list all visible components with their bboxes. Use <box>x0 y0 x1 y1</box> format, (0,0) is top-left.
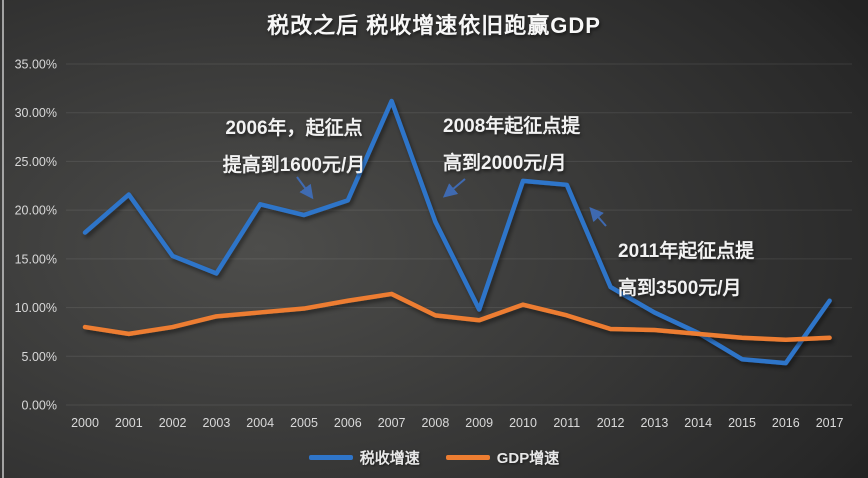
y-axis-label: 25.00% <box>15 155 57 169</box>
y-axis-label: 5.00% <box>22 350 57 364</box>
annotation-2006-line1: 2006年，起征点 <box>225 118 363 139</box>
x-axis-label: 2011 <box>553 416 580 430</box>
x-axis-label: 2005 <box>290 416 318 430</box>
gdp-growth-line <box>82 291 832 342</box>
y-axis-label: 35.00% <box>15 58 57 72</box>
y-axis-label: 10.00% <box>15 301 57 315</box>
y-axis-label: 30.00% <box>15 106 57 120</box>
y-axis-label: 0.00% <box>22 399 57 413</box>
x-axis-label: 2001 <box>115 416 143 430</box>
x-axis-label: 2009 <box>465 416 493 430</box>
x-axis-label: 2004 <box>246 416 274 430</box>
annotation-2011-line2: 高到3500元/月 <box>618 278 742 299</box>
left-edge-highlight <box>2 0 4 478</box>
x-axis-label: 2010 <box>509 416 537 430</box>
annotation-2008-arrow-icon <box>442 178 466 198</box>
legend: 税收增速 GDP增速 <box>0 447 868 468</box>
annotation-2011-line1: 2011年起征点提 <box>618 241 755 262</box>
tax-growth-line <box>82 98 832 366</box>
annotation-2008-line2: 高到2000元/月 <box>443 153 567 174</box>
y-axis-label: 15.00% <box>15 252 57 266</box>
tax-line-swatch-icon <box>308 455 353 460</box>
legend-item-tax: 税收增速 <box>308 447 420 468</box>
annotation-2011-arrow-icon <box>589 206 607 227</box>
chart-title: 税改之后 税收增速依旧跑赢GDP <box>267 13 601 38</box>
legend-label-gdp: GDP增速 <box>496 450 560 467</box>
x-axis-label: 2003 <box>202 416 230 430</box>
x-axis-label: 2014 <box>684 416 712 430</box>
x-axis-label: 2007 <box>378 416 406 430</box>
x-axis-label: 2017 <box>816 416 844 430</box>
legend-label-tax: 税收增速 <box>359 450 420 467</box>
x-axis-label: 2013 <box>640 416 668 430</box>
x-axis-label: 2012 <box>597 416 625 430</box>
annotation-2006-line2: 提高到1600元/月 <box>222 155 366 176</box>
gdp-line-swatch-icon <box>445 455 490 460</box>
x-axis-label: 2008 <box>421 416 449 430</box>
x-axis-label: 2016 <box>772 416 800 430</box>
annotation-2011: 2011年起征点提 高到3500元/月 <box>618 233 754 307</box>
x-axis-label: 2006 <box>334 416 362 430</box>
x-axis-label: 2015 <box>728 416 756 430</box>
y-axis-label: 20.00% <box>15 204 57 218</box>
x-axis-label: 2000 <box>71 416 99 430</box>
annotation-2006: 2006年，起征点 提高到1600元/月 <box>198 110 390 184</box>
x-axis-label: 2002 <box>159 416 187 430</box>
annotation-2008: 2008年起征点提 高到2000元/月 <box>443 108 580 182</box>
legend-item-gdp: GDP增速 <box>445 447 560 468</box>
annotation-2008-line1: 2008年起征点提 <box>443 116 581 137</box>
annotation-2006-arrow-icon <box>296 176 314 200</box>
